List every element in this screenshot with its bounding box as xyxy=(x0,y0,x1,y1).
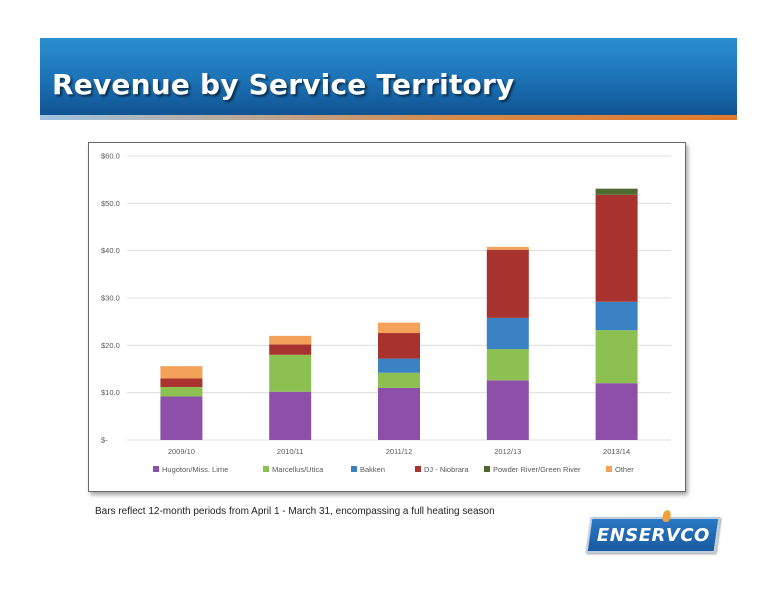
legend-label: Other xyxy=(615,465,634,474)
bar-segment xyxy=(269,354,312,392)
legend-label: DJ - Niobrara xyxy=(424,465,469,474)
bar-segment xyxy=(378,387,420,440)
x-tick-label: 2012/13 xyxy=(494,447,521,456)
header-accent-stripe xyxy=(40,115,737,120)
bar-segment xyxy=(160,396,203,440)
chart-frame: $- $10.0 $20.0 $30.0 $40.0 $50.0 $60.0 2009/10… xyxy=(88,142,686,492)
legend-swatch xyxy=(484,466,490,472)
x-tick-label: 2010/11 xyxy=(277,447,304,456)
bar-segment xyxy=(595,301,638,331)
y-tick-label: $- xyxy=(101,436,108,445)
footnote: Bars reflect 12-month periods from April… xyxy=(95,506,495,517)
revenue-bar-chart: $- $10.0 $20.0 $30.0 $40.0 $50.0 $60.0 2009/10… xyxy=(101,152,671,474)
bar-segment xyxy=(378,322,420,334)
legend-label: Powder River/Green River xyxy=(493,465,581,474)
bar-segment xyxy=(378,372,420,388)
enservco-logo: ENSERVCO xyxy=(585,510,721,553)
y-tick-label: $40.0 xyxy=(101,246,120,255)
bar-segment xyxy=(160,386,203,397)
logo-text: ENSERVCO xyxy=(596,524,710,546)
bar-segment xyxy=(595,383,638,440)
legend-label: Marcellus/Utica xyxy=(272,465,324,474)
y-tick-label: $60.0 xyxy=(101,152,120,161)
bar-segment xyxy=(378,333,420,359)
bars xyxy=(160,188,638,440)
bar-segment xyxy=(595,194,638,302)
x-tick-label: 2009/10 xyxy=(168,447,195,456)
bar-segment xyxy=(160,366,203,379)
bar-segment xyxy=(595,188,638,195)
legend-label: Bakken xyxy=(360,465,385,474)
legend-label: Hugoton/Miss. Lime xyxy=(162,465,228,474)
y-tick-label: $10.0 xyxy=(101,388,120,397)
x-axis-labels: 2009/10 2010/11 2011/12 2012/13 2013/14 xyxy=(168,447,630,456)
y-tick-label: $50.0 xyxy=(101,199,120,208)
bar-segment xyxy=(269,391,312,440)
bar-segment xyxy=(486,249,529,318)
bar-segment xyxy=(269,335,312,345)
legend-swatch xyxy=(415,466,421,472)
legend-swatch xyxy=(606,466,612,472)
legend-swatch xyxy=(351,466,357,472)
x-tick-label: 2011/12 xyxy=(386,447,413,456)
legend-swatch xyxy=(263,466,269,472)
bar-segment xyxy=(160,378,203,387)
bar-segment xyxy=(378,358,420,373)
y-tick-label: $20.0 xyxy=(101,341,120,350)
bar-segment xyxy=(486,380,529,440)
bar-segment xyxy=(486,246,529,250)
x-tick-label: 2013/14 xyxy=(603,447,630,456)
y-axis-ticks: $- $10.0 $20.0 $30.0 $40.0 $50.0 $60.0 xyxy=(101,152,120,445)
slide-title: Revenue by Service Territory xyxy=(52,68,515,101)
bar-segment xyxy=(595,330,638,384)
bar-segment xyxy=(486,349,529,381)
legend-swatch xyxy=(153,466,159,472)
flame-icon xyxy=(661,510,672,522)
legend: Hugoton/Miss. Lime Marcellus/Utica Bakken D… xyxy=(153,465,634,474)
bar-segment xyxy=(269,344,312,355)
bar-segment xyxy=(486,317,529,350)
y-tick-label: $30.0 xyxy=(101,294,120,303)
slide-header: Revenue by Service Territory xyxy=(40,38,737,120)
